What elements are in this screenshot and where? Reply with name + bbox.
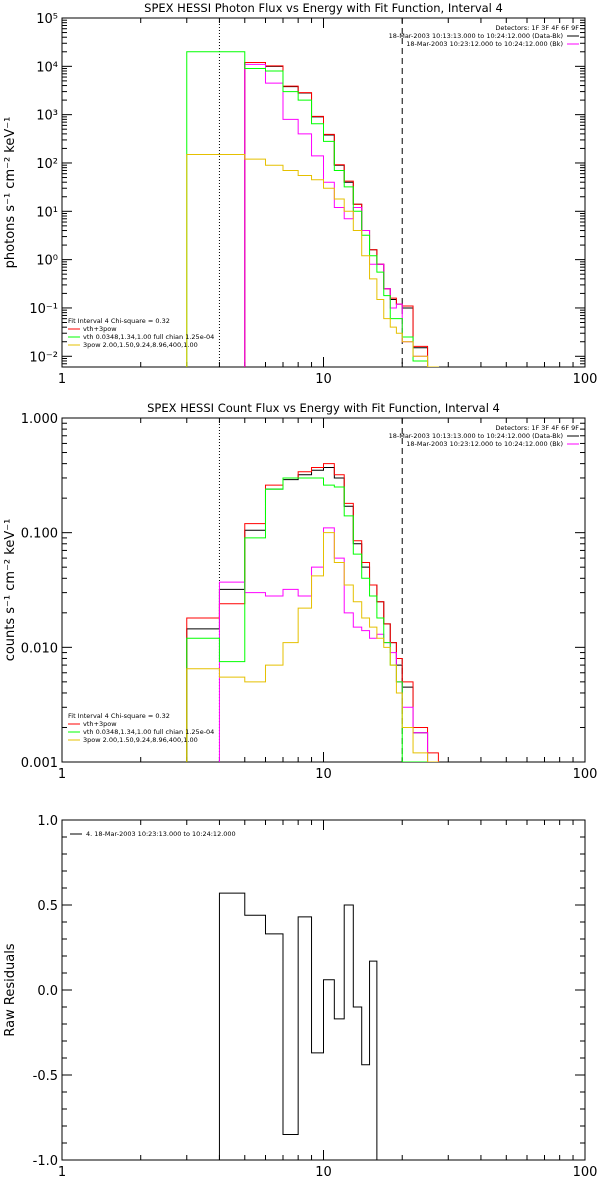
y-tick-label: 10⁰ [36, 254, 58, 269]
x-tick-label: 10 [315, 372, 332, 387]
legend-data-bk: 18-Mar-2003 10:13:13.000 to 10:24:12.000… [389, 432, 563, 440]
x-tick-label: 1 [58, 372, 66, 387]
fit-legend-entry: vth+3pow [83, 325, 117, 333]
series-group [186, 463, 439, 762]
x-tick-label: 10 [315, 1165, 332, 1180]
x-tick-label: 100 [573, 767, 598, 782]
legend-bk: 18-Mar-2003 10:23:12.000 to 10:24:12.000… [406, 440, 563, 448]
y-tick-label: 0.0 [37, 984, 58, 999]
legend-detectors: Detectors: 1F 3F 4F 6F 9F [495, 24, 579, 32]
fit-legend-entry: vth 0.0348,1.34,1.00 full chian 1.25e-04 [83, 728, 214, 736]
y-tick-label: 10⁴ [36, 60, 58, 75]
y-tick-label: 0.010 [21, 641, 58, 656]
chart-panel-2: SPEX HESSI Count Flux vs Energy with Fit… [3, 401, 598, 782]
series-group [186, 51, 439, 367]
y-tick-label: 10⁵ [36, 12, 58, 27]
chart-panel-1: SPEX HESSI Photon Flux vs Energy with Fi… [3, 1, 597, 387]
y-tick-label: 10⁻² [29, 350, 58, 365]
series-line-5 [186, 153, 439, 367]
series-line-4 [186, 477, 439, 762]
y-tick-label: 0.5 [37, 899, 58, 914]
y-axis-label: counts s⁻¹ cm⁻² keV⁻¹ [3, 519, 18, 662]
fit-legend-title: Fit Interval 4 Chi-square = 0.32 [68, 317, 170, 325]
plot-frame [61, 17, 586, 368]
fit-legend: Fit Interval 4 Chi-square = 0.32vth+3pow… [68, 317, 214, 349]
fit-legend-entry: 3pow 2.00,1.50,9.24,8.96,400,1.00 [83, 736, 198, 744]
chart-panel-3: Raw Residuals 1 10 100 -1.0 -0.5 0.0 0.5 1.0 4. 1… [3, 814, 598, 1180]
fit-legend-entry: 3pow 2.00,1.50,9.24,8.96,400,1.00 [83, 341, 198, 349]
fit-legend-title: Fit Interval 4 Chi-square = 0.32 [68, 712, 170, 720]
fit-legend-entry: vth 0.0348,1.34,1.00 full chian 1.25e-04 [83, 333, 214, 341]
series-line-2 [186, 463, 439, 762]
series-line-1 [244, 61, 439, 367]
fit-legend-entry: vth+3pow [83, 720, 117, 728]
y-tick-label: 10¹ [36, 205, 58, 220]
y-tick-label: 0.100 [21, 527, 58, 542]
y-tick-label: 0.001 [21, 756, 58, 771]
y-axis-label: Raw Residuals [3, 943, 18, 1036]
fit-legend: Fit Interval 4 Chi-square = 0.32vth+3pow… [68, 712, 214, 744]
y-tick-label: -1.0 [33, 1154, 58, 1169]
series-line-3 [244, 63, 439, 367]
y-tick-label: 10⁻¹ [29, 302, 58, 317]
chart-title: SPEX HESSI Count Flux vs Energy with Fit… [147, 401, 500, 415]
legend-detectors: Detectors: 1F 3F 4F 6F 9F [495, 424, 579, 432]
x-tick-label: 10 [315, 767, 332, 782]
residual-legend: 4. 18-Mar-2003 10:23:13.000 to 10:24:12.… [70, 830, 236, 838]
chart-title: SPEX HESSI Photon Flux vs Energy with Fi… [144, 1, 503, 15]
series-line-2 [244, 61, 439, 367]
y-tick-label: 1.0 [37, 814, 58, 829]
series-line-1 [218, 892, 378, 1160]
x-tick-label: 100 [573, 1165, 598, 1180]
series-line-3 [218, 527, 439, 762]
series-line-4 [186, 51, 439, 367]
x-tick-label: 100 [573, 372, 598, 387]
y-tick-label: 10² [36, 157, 58, 172]
legend-bk: 18-Mar-2003 10:23:12.000 to 10:24:12.000… [406, 40, 563, 48]
series-line-1 [186, 467, 439, 762]
y-tick-label: 10³ [36, 109, 58, 124]
y-tick-label: 1.000 [21, 412, 58, 427]
residual-legend-label: 4. 18-Mar-2003 10:23:13.000 to 10:24:12.… [86, 830, 236, 838]
x-tick-label: 1 [58, 1165, 66, 1180]
series-group [218, 892, 378, 1160]
y-axis-label: photons s⁻¹ cm⁻² keV⁻¹ [3, 117, 18, 269]
y-tick-label: -0.5 [33, 1069, 58, 1084]
x-tick-label: 1 [58, 767, 66, 782]
legend-data-bk: 18-Mar-2003 10:13:13.000 to 10:24:12.000… [389, 32, 563, 40]
series-line-5 [186, 532, 439, 762]
